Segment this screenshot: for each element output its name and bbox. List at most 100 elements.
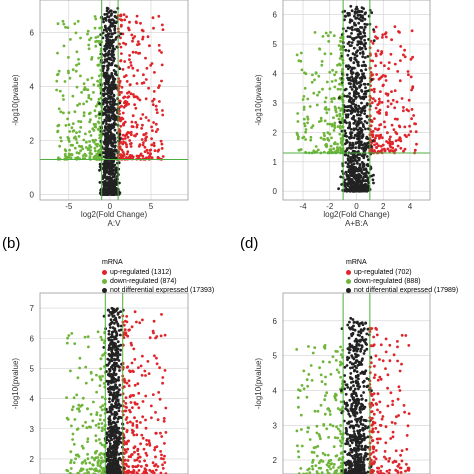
point-down	[337, 427, 340, 431]
point-down	[72, 129, 76, 133]
point-not	[113, 57, 116, 61]
point-not	[102, 132, 105, 136]
point-not	[366, 177, 370, 180]
point-down	[328, 122, 332, 126]
point-down	[57, 69, 61, 73]
point-down	[339, 375, 343, 379]
point-not	[119, 458, 123, 462]
point-down	[69, 467, 73, 470]
point-down	[326, 34, 330, 38]
point-down	[64, 25, 67, 29]
point-not	[107, 178, 111, 181]
point-up	[146, 151, 150, 155]
point-not	[105, 189, 109, 193]
point-not	[355, 10, 359, 14]
point-not	[352, 115, 355, 119]
point-down	[101, 460, 105, 464]
point-not	[98, 162, 102, 166]
point-not	[112, 404, 116, 408]
point-not	[107, 454, 111, 457]
point-not	[357, 462, 360, 466]
point-not	[364, 167, 368, 171]
point-up	[384, 31, 388, 34]
point-down	[74, 457, 77, 461]
point-not	[360, 64, 364, 67]
point-not	[114, 400, 118, 403]
point-down	[323, 412, 327, 416]
point-up	[387, 67, 390, 70]
point-down	[80, 469, 83, 472]
point-down	[317, 461, 321, 465]
point-down	[303, 86, 307, 90]
point-up	[119, 59, 123, 62]
point-down	[94, 468, 98, 472]
point-not	[357, 173, 360, 176]
point-not	[370, 145, 373, 148]
point-not	[350, 9, 354, 13]
point-up	[403, 147, 407, 151]
point-down	[335, 454, 339, 457]
point-down	[86, 437, 90, 441]
point-not	[345, 73, 349, 77]
point-up	[374, 326, 378, 330]
point-not	[344, 131, 348, 135]
point-not	[348, 326, 351, 330]
point-down	[86, 29, 90, 33]
point-not	[112, 377, 116, 381]
point-not	[110, 467, 114, 471]
x-axis-label: log2(Fold Change)	[323, 210, 390, 219]
point-down	[326, 122, 330, 126]
point-not	[345, 383, 349, 387]
point-up	[388, 138, 391, 141]
point-not	[104, 193, 107, 196]
point-not	[365, 377, 369, 380]
point-not	[105, 34, 109, 37]
point-up	[138, 143, 142, 147]
point-down	[332, 34, 336, 38]
point-not	[348, 156, 352, 159]
point-not	[344, 142, 347, 146]
point-down	[316, 409, 320, 413]
point-not	[115, 403, 119, 406]
point-not	[352, 127, 356, 131]
point-not	[101, 36, 105, 40]
point-not	[349, 85, 352, 89]
point-down	[81, 424, 85, 428]
point-not	[365, 186, 369, 190]
point-not	[115, 332, 119, 336]
point-down	[73, 110, 77, 114]
point-up	[164, 431, 168, 434]
point-not	[363, 31, 366, 35]
point-up	[376, 408, 379, 412]
point-not	[118, 353, 122, 357]
point-up	[160, 147, 164, 150]
point-up	[381, 84, 385, 88]
point-not	[109, 130, 112, 133]
point-up	[134, 402, 138, 406]
point-not	[346, 76, 349, 80]
point-not	[361, 123, 365, 126]
point-down	[67, 111, 71, 115]
point-not	[360, 107, 364, 111]
point-not	[353, 66, 356, 70]
point-up	[122, 101, 126, 105]
point-not	[359, 394, 363, 397]
point-not	[360, 161, 364, 164]
point-not	[106, 36, 109, 40]
point-up	[144, 418, 147, 422]
point-not	[357, 81, 361, 84]
x-tick-label: 4	[408, 202, 413, 211]
point-not	[115, 386, 119, 390]
point-not	[364, 173, 368, 177]
point-down	[328, 87, 332, 91]
point-not	[111, 449, 115, 453]
point-up	[123, 380, 127, 384]
point-not	[353, 432, 356, 436]
point-not	[346, 94, 349, 98]
point-down	[62, 98, 65, 101]
point-not	[115, 405, 119, 409]
point-not	[356, 63, 360, 66]
point-down	[92, 400, 95, 404]
point-up	[407, 468, 411, 472]
point-up	[135, 433, 139, 437]
